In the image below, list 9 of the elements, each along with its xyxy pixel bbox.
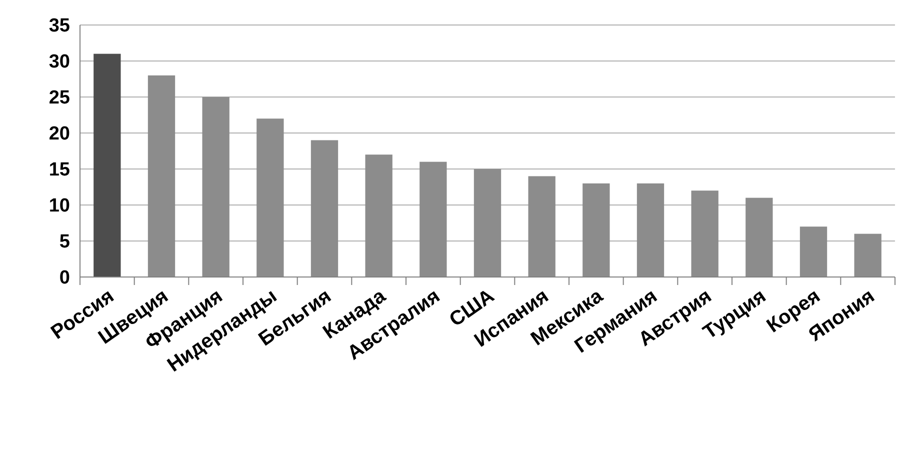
y-tick-label: 15 (48, 160, 70, 181)
y-tick-label: 25 (48, 88, 70, 109)
y-tick-label: 20 (48, 124, 70, 145)
y-tick-label: 10 (48, 196, 70, 217)
y-tick-label: 0 (59, 268, 70, 289)
y-tick-label: 5 (59, 232, 70, 253)
y-tick-label: 30 (48, 52, 70, 73)
y-tick-label: 35 (48, 16, 70, 37)
bar (94, 54, 121, 277)
